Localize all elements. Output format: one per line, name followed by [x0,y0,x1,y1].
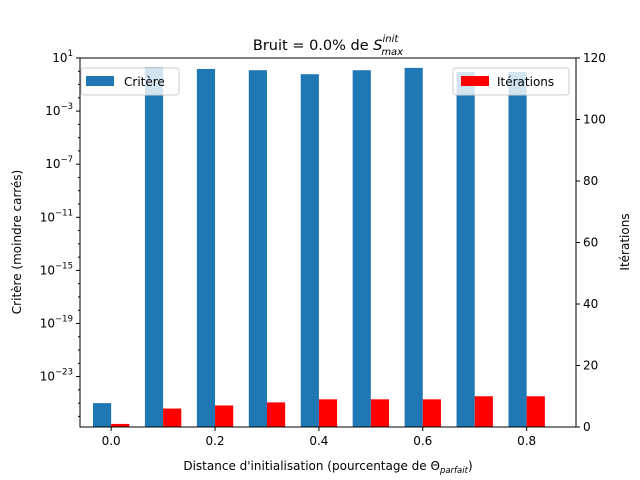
legend-criterion: Critère [80,67,180,96]
criterion-bar [144,67,164,427]
legend-criterion-swatch [86,76,114,86]
legend-iterations: Itérations [452,67,570,96]
x-tick-label: 0.4 [309,434,328,448]
chart-title: Bruit = 0.0% de Sinit max [253,34,403,58]
y-left-tick-label: 10−19 [40,314,73,330]
x-tick-label: 0.2 [205,434,224,448]
x-tick-label: 0.8 [517,434,536,448]
legend-criterion-label: Critère [124,75,165,89]
iterations-bar [111,423,130,427]
legend-iterations-box [452,67,570,96]
legend-iterations-swatch [461,76,489,86]
y-left-tick-label: 10−3 [45,102,73,118]
x-axis-label: Distance d'initialisation (pourcentage d… [183,459,472,476]
x-tick-label: 0.0 [102,434,121,448]
legend-iterations-label: Itérations [497,75,554,89]
y-axis-left-label: Critère (moindre carrés) [10,170,24,314]
iterations-bar [318,399,338,427]
y-right-tick-label: 100 [583,113,606,127]
criterion-bar [196,68,216,427]
series-iterations-bars [111,396,545,427]
criterion-bar [92,403,112,427]
y-right-tick-label: 80 [583,174,598,188]
y-axis-right-label: Itérations [618,213,632,270]
criterion-bar [508,71,527,427]
y-left-tick-label: 10−11 [40,208,73,224]
y-axis-right: 0 20 40 60 80 100 120 [576,51,606,434]
iterations-bar [422,399,441,427]
y-right-tick-label: 120 [583,51,606,65]
legend-criterion-box [80,67,180,96]
y-right-tick-label: 20 [583,359,598,373]
y-right-tick-label: 0 [583,420,591,434]
criterion-bar [248,70,267,427]
criterion-bar [352,70,371,427]
y-right-tick-label: 40 [583,297,598,311]
iterations-bar [474,396,493,427]
y-left-tick-label: 10−23 [40,368,73,384]
y-left-tick-label: 10−7 [45,155,73,171]
x-tick-label: 0.6 [413,434,432,448]
iterations-bar [526,396,545,427]
criterion-bar [456,71,475,427]
y-left-tick-label: 10−15 [40,261,73,277]
y-axis-left: 101 10−3 10−7 10−11 10−15 10−19 10−23 [40,49,80,417]
series-criterion-bars [92,67,527,427]
x-axis: 0.0 0.2 0.4 0.6 0.8 [102,427,536,448]
criterion-bar [300,74,319,427]
iterations-bar [163,408,182,427]
iterations-bar [266,402,286,427]
y-right-tick-label: 60 [583,236,598,250]
criterion-bar [404,67,423,427]
y-left-tick-label: 101 [52,49,73,65]
iterations-bar [215,405,234,427]
iterations-bar [370,399,390,427]
